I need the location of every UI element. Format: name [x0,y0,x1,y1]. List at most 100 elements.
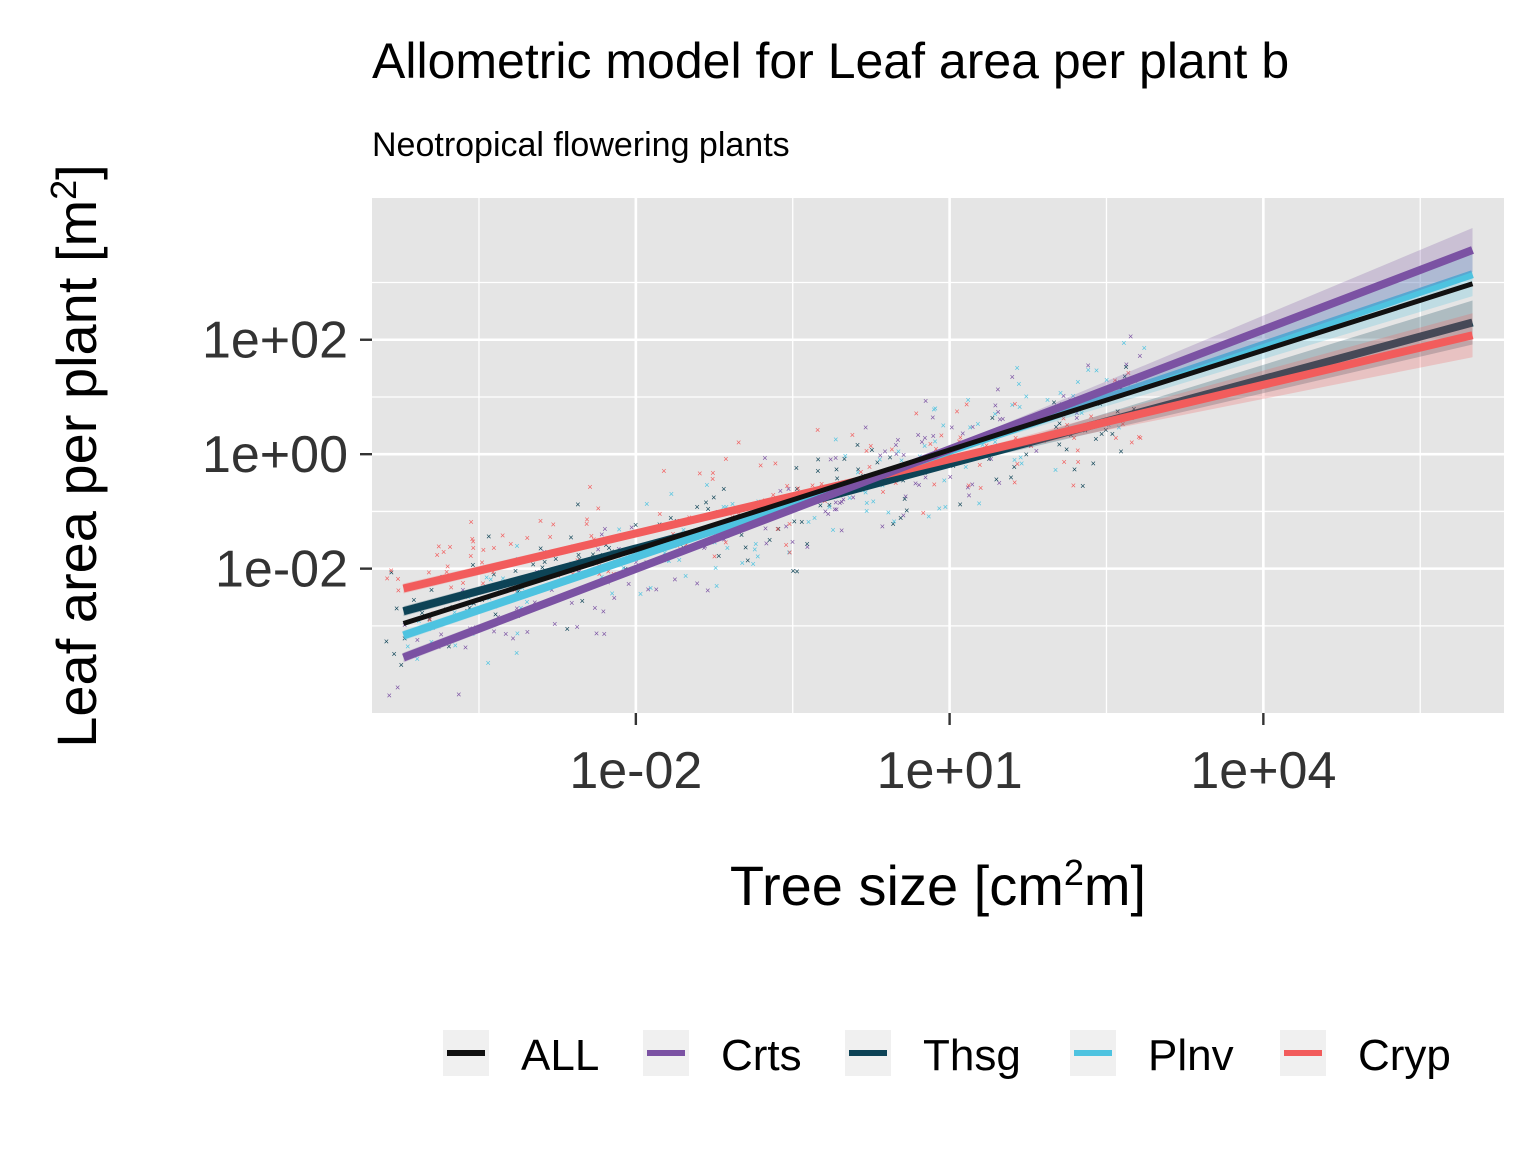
scatter-point: × [751,559,756,569]
scatter-point: × [1071,433,1076,443]
scatter-point: × [886,508,891,518]
scatter-point: × [863,422,868,432]
scatter-point: × [978,483,983,493]
scatter-point: × [893,440,898,450]
scatter-point: × [833,435,838,445]
x-axis-ticks: 1e-02 1e+01 1e+04 [569,713,1336,800]
scatter-point: × [995,384,1000,394]
scatter-point: × [787,519,792,529]
scatter-point: × [1091,459,1096,469]
scatter-point: × [894,449,899,459]
scatter-point: × [552,619,557,629]
scatter-point: × [785,481,790,491]
scatter-point: × [657,509,662,519]
scatter-point: × [834,504,839,514]
scatter-point: × [1088,411,1093,421]
scatter-point: × [395,682,400,692]
scatter-point: × [901,450,906,460]
scatter-point: × [794,484,799,494]
scatter-point: × [1071,391,1076,401]
scatter-point: × [806,517,811,527]
scatter-point: × [460,585,465,595]
scatter-point: × [596,503,601,513]
scatter-point: × [434,550,439,560]
scatter-point: × [984,441,989,451]
scatter-point: × [669,489,674,499]
scatter-point: × [468,551,473,561]
scatter-point: × [1024,450,1029,460]
scatter-point: × [491,543,496,553]
scatter-point: × [419,608,424,618]
fit-line-cryp [402,331,1474,593]
scatter-point: × [783,521,788,531]
scatter-point: × [606,567,611,577]
scatter-point: × [1113,433,1118,443]
scatter-point: × [826,509,831,519]
x-tick-label: 1e+04 [1190,742,1336,800]
scatter-point: × [922,433,927,443]
scatter-point: × [444,567,449,577]
scatter-point: × [976,498,981,508]
scatter-point: × [503,629,508,639]
scatter-point: × [896,446,901,456]
scatter-point: × [1010,372,1015,382]
scatter-point: × [525,627,530,637]
scatter-point: × [654,584,659,594]
scatter-point: × [743,543,748,553]
scatter-point: × [480,578,485,588]
scatter-point: × [784,540,789,550]
scatter-point: × [903,491,908,501]
scatter-point: × [601,606,606,616]
scatter-point: × [855,465,860,475]
scatter-point: × [1015,363,1020,373]
scatter-point: × [892,517,897,527]
scatter-point: × [923,472,928,482]
scatter-point: × [799,517,804,527]
scatter-point: × [712,551,717,561]
scatter-point: × [1115,406,1120,416]
scatter-point: × [975,419,980,429]
scatter-point: × [1019,459,1024,469]
scatter-point: × [500,574,505,584]
scatter-point: × [948,472,953,482]
scatter-point: × [931,405,936,415]
scatter-point: × [889,445,894,455]
scatter-point: × [415,654,420,664]
scatter-point: × [855,440,860,450]
scatter-point: × [833,453,838,463]
scatter-point: × [752,545,757,555]
scatter-point: × [594,629,599,639]
scatter-point: × [899,455,904,465]
scatter-point: × [1012,455,1017,465]
scatter-point: × [895,435,900,445]
scatter-point: × [470,536,475,546]
scatter-point: × [493,610,498,620]
scatter-point: × [602,629,607,639]
scatter-point: × [932,480,937,490]
scatter-point: × [993,400,998,410]
scatter-point: × [1120,419,1125,429]
scatter-point: × [488,575,493,585]
scatter-point: × [429,585,434,595]
scatter-point: × [595,544,600,554]
scatter-point: × [1015,459,1020,469]
y-axis-title: Leaf area per plant [m2] [43,164,108,747]
scatter-point: × [1086,365,1091,375]
scatter-point: × [538,543,543,553]
scatter-point: × [621,563,626,573]
scatter-point: × [427,614,432,624]
scatter-point: × [518,603,523,613]
scatter-point: × [710,468,715,478]
scatter-point: × [786,548,791,558]
scatter-point: × [695,502,700,512]
scatter-point: × [823,506,828,516]
scatter-point: × [661,466,666,476]
scatter-point: × [1029,441,1034,451]
scatter-point: × [612,593,617,603]
scatter-point: × [990,413,995,423]
scatter-point: × [771,490,776,500]
scatter-point: × [841,495,846,505]
scatter-point: × [1128,332,1133,342]
scatter-point: × [610,588,615,598]
scatter-point: × [970,479,975,489]
